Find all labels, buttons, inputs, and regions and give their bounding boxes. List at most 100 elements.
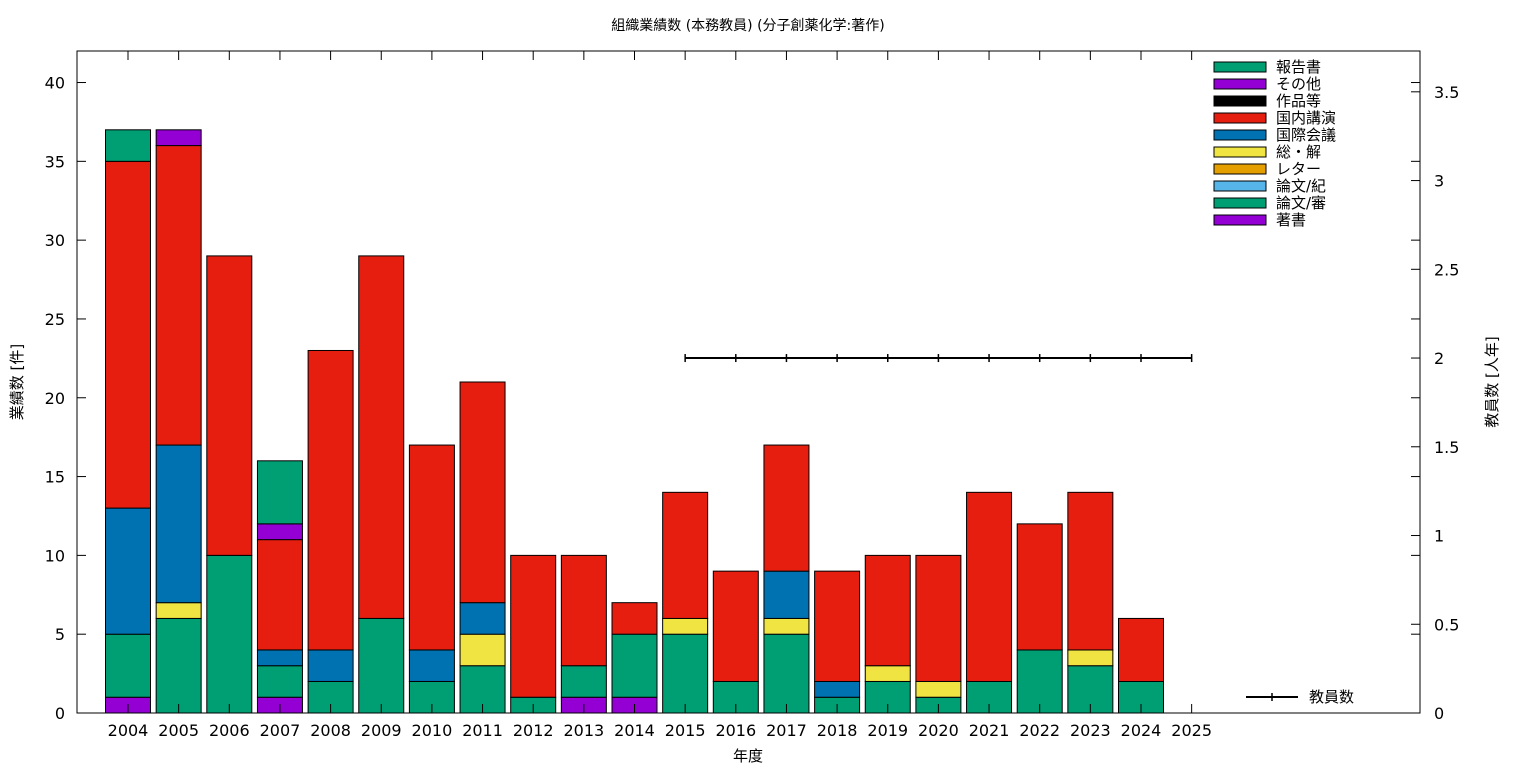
y-tick-label: 0 (55, 704, 65, 723)
y-axis-label: 業績数 [件] (8, 344, 26, 420)
x-tick-label-2012: 2012 (513, 721, 554, 740)
x-tick-label-2006: 2006 (209, 721, 250, 740)
y-tick-label: 25 (45, 310, 65, 329)
bar-2021-series-6 (966, 491, 1013, 682)
bar-2018-series-6 (814, 570, 861, 682)
x-tick-label-2024: 2024 (1121, 721, 1162, 740)
bar-2007-series-8 (256, 523, 303, 541)
legend-label-1: その他 (1276, 75, 1321, 93)
y-tick-label: 30 (45, 231, 65, 250)
x-tick-label-2025: 2025 (1171, 721, 1212, 740)
bar-2014-series-6 (611, 602, 658, 635)
y-tick-label: 35 (45, 152, 65, 171)
x-tick-label-2004: 2004 (108, 721, 149, 740)
bar-2016-series-6 (712, 570, 759, 682)
x-axis-ticks: 2004 2005 2006 2007 2008 2009 2010 2011 2012 2013… (108, 51, 1212, 740)
legend-label-9: 著書 (1276, 211, 1306, 229)
bar-2010-series-6 (408, 444, 455, 651)
legend-label-5: 総・解 (1276, 143, 1321, 161)
bar-2005-series-4 (155, 602, 202, 619)
y2-tick-label: 0 (1434, 704, 1444, 723)
bar-2004-series-6 (105, 160, 151, 509)
y-tick-label: 40 (45, 74, 65, 93)
legend-label-0: 報告書 (1276, 58, 1321, 76)
x-tick-label-2018: 2018 (817, 721, 858, 740)
bar-2011-series-6 (459, 381, 506, 604)
legend-swatch-5 (1213, 146, 1267, 158)
bar-2014-series-1 (611, 633, 658, 698)
legend-label-6: レター (1276, 160, 1321, 178)
y2-tick-label: 3 (1434, 172, 1444, 191)
legend-swatch-1 (1213, 78, 1267, 90)
legend-label-8: 論文/審 (1276, 194, 1326, 212)
x-tick-label-2022: 2022 (1019, 721, 1060, 740)
bar-2023-series-4 (1067, 649, 1114, 667)
bar-2007-series-6 (256, 539, 303, 651)
x-tick-label-2015: 2015 (665, 721, 706, 740)
x-tick-label-2014: 2014 (614, 721, 655, 740)
bar-2023-series-6 (1067, 491, 1114, 651)
y2-axis-ticks: 0 0.5 1 1.5 2 2.5 3 3.5 (1411, 83, 1459, 723)
y2-tick-label: 2 (1434, 349, 1444, 368)
bar-2011-series-5 (459, 602, 506, 635)
y-axis-ticks: 0 5 10 15 20 25 30 35 40 (45, 74, 1420, 723)
bar-2022-series-6 (1016, 523, 1063, 651)
legend-label-2: 作品等 (1276, 92, 1321, 110)
bar-2018-series-5 (814, 680, 861, 698)
bar-2008-series-5 (307, 649, 354, 682)
bar-2009-series-1 (358, 617, 405, 714)
legend-swatch-0 (1213, 61, 1267, 73)
bar-2013-series-6 (560, 554, 607, 667)
x-tick-label-2007: 2007 (260, 721, 301, 740)
y-tick-label: 5 (55, 625, 65, 644)
bar-2022-series-1 (1016, 649, 1063, 714)
bar-2020-series-4 (915, 680, 962, 698)
bar-2024-series-6 (1118, 617, 1164, 682)
bar-2013-series-1 (560, 665, 607, 698)
bar-2015-series-4 (662, 617, 709, 635)
bar-2020-series-6 (915, 554, 962, 682)
legend-swatch-8 (1213, 197, 1267, 209)
bar-2005-series-5 (155, 444, 202, 604)
bar-2004-series-1 (105, 633, 151, 698)
legend-swatch-6 (1213, 163, 1267, 175)
bars (105, 129, 1164, 714)
bar-2019-series-4 (864, 665, 911, 682)
legend-label-7: 論文/紀 (1276, 177, 1326, 195)
legend-swatch-4 (1213, 129, 1267, 141)
bar-2006-series-1 (206, 554, 253, 714)
legend-label-4: 国際会議 (1276, 126, 1336, 144)
y2-tick-label: 0.5 (1434, 615, 1459, 634)
bar-2019-series-6 (864, 554, 911, 667)
bar-2017-series-4 (763, 617, 810, 635)
bar-2010-series-5 (408, 649, 455, 682)
legend-swatch-2 (1213, 95, 1267, 107)
bar-2011-series-4 (459, 633, 506, 667)
bar-2007-series-5 (256, 649, 303, 667)
x-tick-label-2023: 2023 (1070, 721, 1111, 740)
bar-2007-series-9 (256, 460, 303, 525)
bar-2004-series-5 (105, 507, 151, 635)
bar-2012-series-6 (510, 554, 557, 698)
bar-2015-series-1 (662, 633, 709, 714)
legend-swatch-9 (1213, 214, 1267, 226)
y2-axis-label: 教員数 [人年] (1483, 336, 1501, 427)
y2-tick-label: 1 (1434, 527, 1444, 546)
legend-label-line: 教員数 (1309, 688, 1354, 706)
x-tick-label-2005: 2005 (158, 721, 199, 740)
bar-2017-series-5 (763, 570, 810, 619)
y-tick-label: 15 (45, 468, 65, 487)
x-tick-label-2016: 2016 (715, 721, 756, 740)
chart-title: 組織業績数 (本務教員) (分子創薬化学:著作) (611, 18, 884, 34)
bar-2009-series-6 (358, 255, 405, 619)
bar-2006-series-6 (206, 255, 253, 556)
x-tick-label-2021: 2021 (969, 721, 1010, 740)
x-tick-label-2011: 2011 (462, 721, 503, 740)
bar-2005-series-8 (155, 129, 202, 147)
bar-2005-series-1 (155, 617, 202, 714)
bar-2007-series-1 (256, 665, 303, 698)
bar-2008-series-6 (307, 349, 354, 651)
x-tick-label-2019: 2019 (867, 721, 908, 740)
